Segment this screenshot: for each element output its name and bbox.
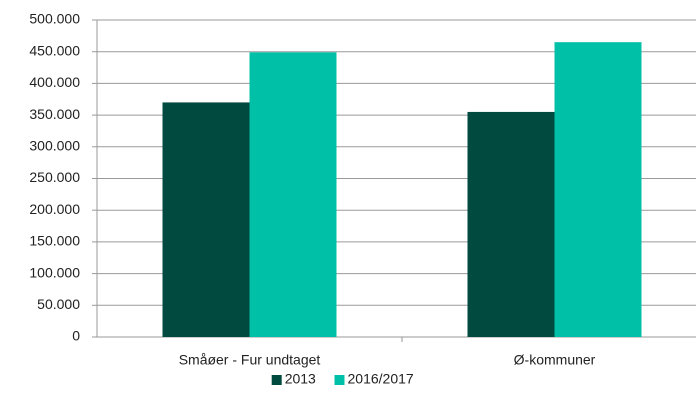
- y-tick-label: 450.000: [29, 42, 80, 58]
- y-tick-label: 150.000: [29, 233, 80, 249]
- bar: [162, 102, 250, 337]
- y-tick-label: 500.000: [29, 11, 80, 27]
- y-tick-label: 400.000: [29, 74, 80, 90]
- legend-label: 2016/2017: [348, 371, 414, 387]
- y-tick-label: 300.000: [29, 138, 80, 154]
- x-tick-label: Ø-kommuner: [514, 352, 596, 368]
- legend-label: 2013: [285, 371, 316, 387]
- bar: [467, 111, 555, 338]
- legend-swatch: [271, 375, 282, 385]
- x-tick-label: Småøer - Fur undtaget: [179, 352, 321, 368]
- y-tick-label: 100.000: [29, 264, 80, 280]
- bar: [249, 52, 337, 338]
- y-tick-label: 350.000: [29, 106, 80, 122]
- y-tick-label: 0: [72, 328, 80, 344]
- y-tick-label: 50.000: [37, 296, 80, 312]
- y-tick-label: 200.000: [29, 201, 80, 217]
- legend-swatch: [334, 375, 345, 385]
- bar: [554, 42, 642, 337]
- y-tick-label: 250.000: [29, 169, 80, 185]
